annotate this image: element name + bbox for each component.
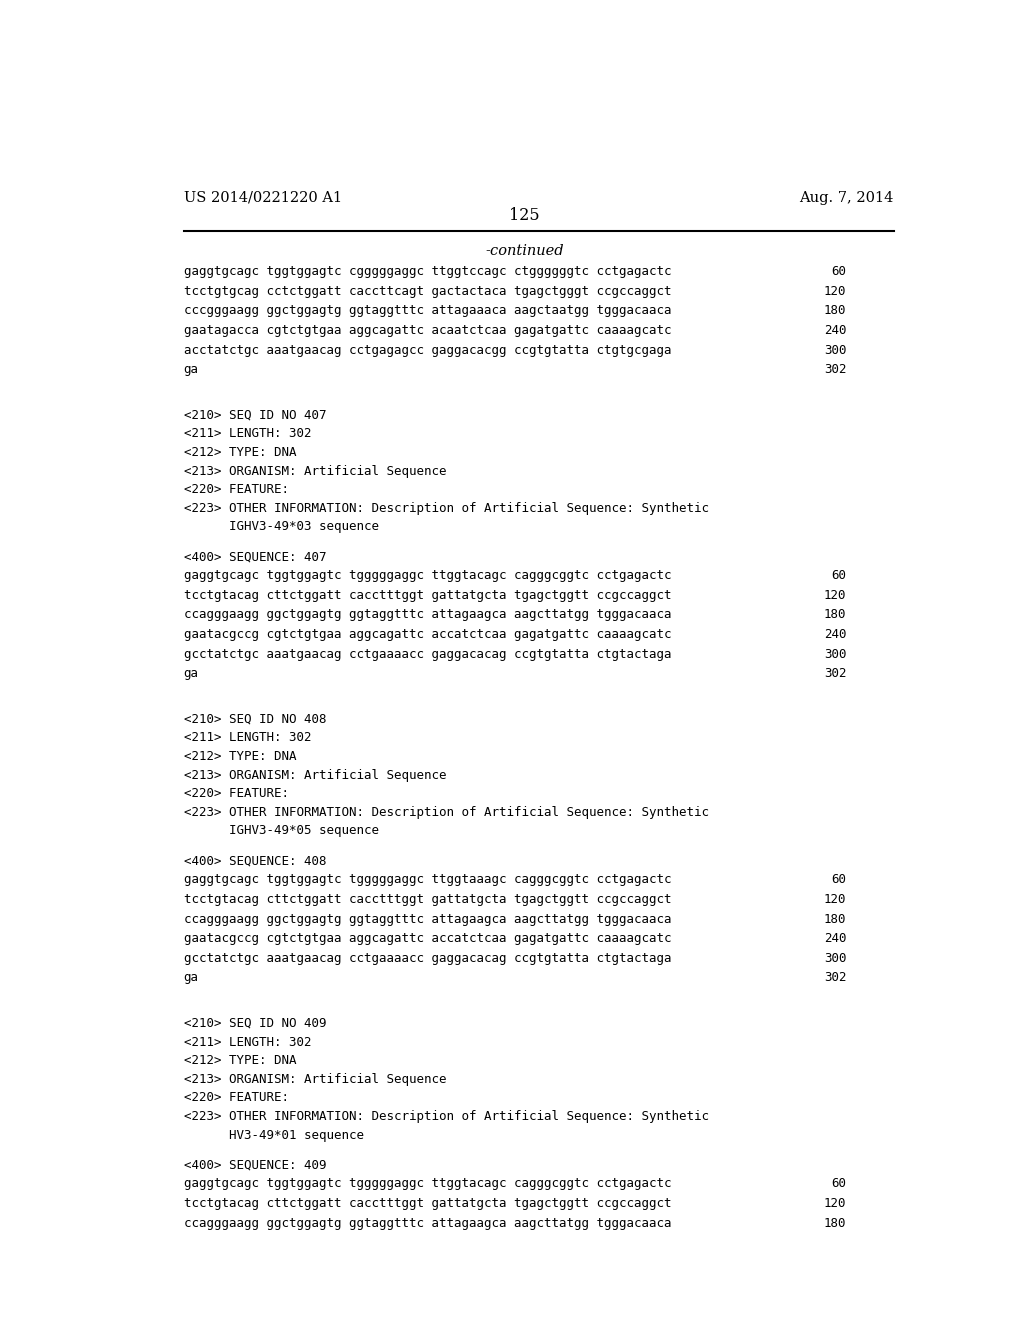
Text: <220> FEATURE:: <220> FEATURE: bbox=[183, 1092, 289, 1105]
Text: ccagggaagg ggctggagtg ggtaggtttc attagaagca aagcttatgg tgggacaaca: ccagggaagg ggctggagtg ggtaggtttc attagaa… bbox=[183, 609, 671, 622]
Text: 60: 60 bbox=[831, 265, 846, 279]
Text: tcctgtacag cttctggatt cacctttggt gattatgcta tgagctggtt ccgccaggct: tcctgtacag cttctggatt cacctttggt gattatg… bbox=[183, 892, 671, 906]
Text: <223> OTHER INFORMATION: Description of Artificial Sequence: Synthetic: <223> OTHER INFORMATION: Description of … bbox=[183, 502, 709, 515]
Text: tcctgtgcag cctctggatt caccttcagt gactactaca tgagctgggt ccgccaggct: tcctgtgcag cctctggatt caccttcagt gactact… bbox=[183, 285, 671, 298]
Text: ga: ga bbox=[183, 363, 199, 376]
Text: ga: ga bbox=[183, 668, 199, 680]
Text: 120: 120 bbox=[823, 892, 846, 906]
Text: 302: 302 bbox=[823, 363, 846, 376]
Text: <400> SEQUENCE: 409: <400> SEQUENCE: 409 bbox=[183, 1159, 326, 1172]
Text: 300: 300 bbox=[823, 648, 846, 661]
Text: tcctgtacag cttctggatt cacctttggt gattatgcta tgagctggtt ccgccaggct: tcctgtacag cttctggatt cacctttggt gattatg… bbox=[183, 589, 671, 602]
Text: <213> ORGANISM: Artificial Sequence: <213> ORGANISM: Artificial Sequence bbox=[183, 768, 446, 781]
Text: 180: 180 bbox=[823, 912, 846, 925]
Text: 240: 240 bbox=[823, 932, 846, 945]
Text: <213> ORGANISM: Artificial Sequence: <213> ORGANISM: Artificial Sequence bbox=[183, 465, 446, 478]
Text: <220> FEATURE:: <220> FEATURE: bbox=[183, 483, 289, 496]
Text: HV3-49*01 sequence: HV3-49*01 sequence bbox=[183, 1129, 364, 1142]
Text: gcctatctgc aaatgaacag cctgaaaacc gaggacacag ccgtgtatta ctgtactaga: gcctatctgc aaatgaacag cctgaaaacc gaggaca… bbox=[183, 952, 671, 965]
Text: 125: 125 bbox=[510, 207, 540, 224]
Text: gaggtgcagc tggtggagtc tgggggaggc ttggtacagc cagggcggtc cctgagactc: gaggtgcagc tggtggagtc tgggggaggc ttggtac… bbox=[183, 569, 671, 582]
Text: 60: 60 bbox=[831, 1177, 846, 1191]
Text: Aug. 7, 2014: Aug. 7, 2014 bbox=[800, 191, 894, 205]
Text: 302: 302 bbox=[823, 972, 846, 985]
Text: 300: 300 bbox=[823, 952, 846, 965]
Text: 302: 302 bbox=[823, 668, 846, 680]
Text: US 2014/0221220 A1: US 2014/0221220 A1 bbox=[183, 191, 342, 205]
Text: ccagggaagg ggctggagtg ggtaggtttc attagaagca aagcttatgg tgggacaaca: ccagggaagg ggctggagtg ggtaggtttc attagaa… bbox=[183, 912, 671, 925]
Text: <210> SEQ ID NO 408: <210> SEQ ID NO 408 bbox=[183, 713, 326, 726]
Text: 240: 240 bbox=[823, 628, 846, 642]
Text: cccgggaagg ggctggagtg ggtaggtttc attagaaaca aagctaatgg tgggacaaca: cccgggaagg ggctggagtg ggtaggtttc attagaa… bbox=[183, 305, 671, 317]
Text: gaggtgcagc tggtggagtc cgggggaggc ttggtccagc ctggggggtc cctgagactc: gaggtgcagc tggtggagtc cgggggaggc ttggtcc… bbox=[183, 265, 671, 279]
Text: 120: 120 bbox=[823, 1197, 846, 1210]
Text: gaatacgccg cgtctgtgaa aggcagattc accatctcaa gagatgattc caaaagcatc: gaatacgccg cgtctgtgaa aggcagattc accatct… bbox=[183, 628, 671, 642]
Text: gcctatctgc aaatgaacag cctgaaaacc gaggacacag ccgtgtatta ctgtactaga: gcctatctgc aaatgaacag cctgaaaacc gaggaca… bbox=[183, 648, 671, 661]
Text: gaggtgcagc tggtggagtc tgggggaggc ttggtacagc cagggcggtc cctgagactc: gaggtgcagc tggtggagtc tgggggaggc ttggtac… bbox=[183, 1177, 671, 1191]
Text: <400> SEQUENCE: 408: <400> SEQUENCE: 408 bbox=[183, 855, 326, 867]
Text: gaggtgcagc tggtggagtc tgggggaggc ttggtaaagc cagggcggtc cctgagactc: gaggtgcagc tggtggagtc tgggggaggc ttggtaa… bbox=[183, 874, 671, 886]
Text: 120: 120 bbox=[823, 589, 846, 602]
Text: 300: 300 bbox=[823, 343, 846, 356]
Text: 180: 180 bbox=[823, 609, 846, 622]
Text: ccagggaagg ggctggagtg ggtaggtttc attagaagca aagcttatgg tgggacaaca: ccagggaagg ggctggagtg ggtaggtttc attagaa… bbox=[183, 1217, 671, 1230]
Text: <210> SEQ ID NO 409: <210> SEQ ID NO 409 bbox=[183, 1016, 326, 1030]
Text: tcctgtacag cttctggatt cacctttggt gattatgcta tgagctggtt ccgccaggct: tcctgtacag cttctggatt cacctttggt gattatg… bbox=[183, 1197, 671, 1210]
Text: 120: 120 bbox=[823, 285, 846, 298]
Text: gaatacgccg cgtctgtgaa aggcagattc accatctcaa gagatgattc caaaagcatc: gaatacgccg cgtctgtgaa aggcagattc accatct… bbox=[183, 932, 671, 945]
Text: <210> SEQ ID NO 407: <210> SEQ ID NO 407 bbox=[183, 409, 326, 421]
Text: <211> LENGTH: 302: <211> LENGTH: 302 bbox=[183, 428, 311, 441]
Text: ga: ga bbox=[183, 972, 199, 985]
Text: <211> LENGTH: 302: <211> LENGTH: 302 bbox=[183, 1036, 311, 1048]
Text: <212> TYPE: DNA: <212> TYPE: DNA bbox=[183, 446, 296, 459]
Text: <220> FEATURE:: <220> FEATURE: bbox=[183, 787, 289, 800]
Text: acctatctgc aaatgaacag cctgagagcc gaggacacgg ccgtgtatta ctgtgcgaga: acctatctgc aaatgaacag cctgagagcc gaggaca… bbox=[183, 343, 671, 356]
Text: <223> OTHER INFORMATION: Description of Artificial Sequence: Synthetic: <223> OTHER INFORMATION: Description of … bbox=[183, 1110, 709, 1123]
Text: -continued: -continued bbox=[485, 244, 564, 257]
Text: 60: 60 bbox=[831, 874, 846, 886]
Text: <212> TYPE: DNA: <212> TYPE: DNA bbox=[183, 750, 296, 763]
Text: 180: 180 bbox=[823, 305, 846, 317]
Text: <213> ORGANISM: Artificial Sequence: <213> ORGANISM: Artificial Sequence bbox=[183, 1073, 446, 1086]
Text: <211> LENGTH: 302: <211> LENGTH: 302 bbox=[183, 731, 311, 744]
Text: <400> SEQUENCE: 407: <400> SEQUENCE: 407 bbox=[183, 550, 326, 564]
Text: 240: 240 bbox=[823, 323, 846, 337]
Text: gaatagacca cgtctgtgaa aggcagattc acaatctcaa gagatgattc caaaagcatc: gaatagacca cgtctgtgaa aggcagattc acaatct… bbox=[183, 323, 671, 337]
Text: 60: 60 bbox=[831, 569, 846, 582]
Text: <212> TYPE: DNA: <212> TYPE: DNA bbox=[183, 1055, 296, 1067]
Text: IGHV3-49*05 sequence: IGHV3-49*05 sequence bbox=[183, 825, 379, 837]
Text: IGHV3-49*03 sequence: IGHV3-49*03 sequence bbox=[183, 520, 379, 533]
Text: <223> OTHER INFORMATION: Description of Artificial Sequence: Synthetic: <223> OTHER INFORMATION: Description of … bbox=[183, 805, 709, 818]
Text: 180: 180 bbox=[823, 1217, 846, 1230]
